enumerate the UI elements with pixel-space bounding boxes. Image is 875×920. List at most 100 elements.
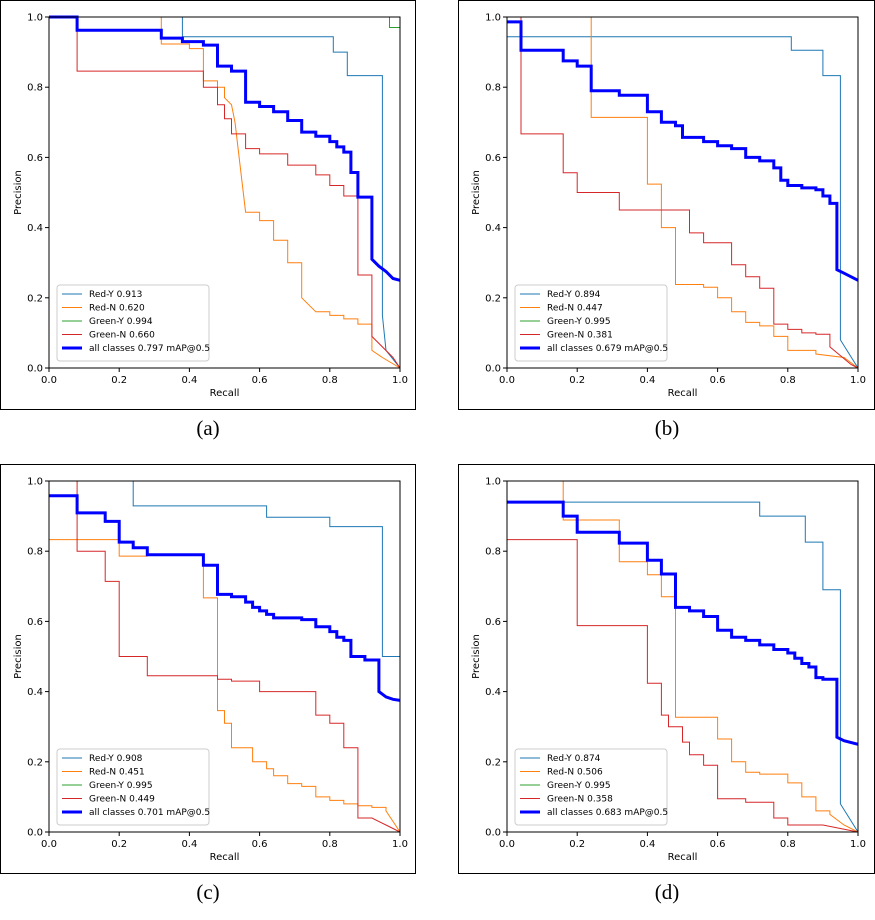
pr-curve-chart: 0.0 0.2 0.4 0.6 0.8 1.0 0.0 0.2 0.4 0.6 0.8 1.0 Reca…: [13, 13, 408, 400]
y-tick-label: 0.2: [27, 757, 43, 768]
y-tick-label: 0.8: [485, 83, 501, 94]
x-tick-label: 0.0: [41, 375, 57, 386]
series-line-1: [507, 480, 859, 833]
x-tick-label: 0.6: [710, 839, 726, 850]
legend-entry: Red-Y 0.908: [89, 754, 143, 764]
series-line-3: [49, 480, 401, 833]
legend-entry: Red-Y 0.874: [547, 754, 601, 764]
x-tick-label: 0.8: [322, 375, 338, 386]
y-axis-label: Precision: [471, 634, 482, 679]
legend-entry: Red-N 0.506: [547, 768, 603, 778]
y-tick-label: 0.2: [485, 757, 501, 768]
x-axis-label: Recall: [210, 388, 240, 399]
y-axis-label: Precision: [13, 634, 24, 679]
y-tick-label: 0.2: [27, 293, 43, 304]
y-tick-label: 0.4: [485, 687, 501, 698]
y-tick-label: 1.0: [27, 477, 43, 488]
legend-entry: Red-N 0.447: [547, 304, 603, 314]
y-axis-label: Precision: [13, 170, 24, 215]
series-line-0: [507, 501, 859, 833]
legend-box: [56, 748, 210, 826]
axes-frame: [506, 480, 859, 833]
x-tick-label: 1.0: [850, 375, 866, 386]
legend-box: [56, 284, 210, 362]
y-tick-label: 0.4: [27, 687, 43, 698]
x-tick-label: 1.0: [392, 839, 408, 850]
x-tick-label: 0.2: [569, 375, 585, 386]
chart-panel-c: 0.0 0.2 0.4 0.6 0.8 1.0 0.0 0.2 0.4 0.6 0.8 1.0 Reca…: [0, 464, 416, 874]
series-line-3: [507, 16, 859, 369]
y-tick-label: 0.6: [485, 153, 501, 164]
y-tick-label: 0.0: [27, 828, 43, 839]
pr-curve-chart: 0.0 0.2 0.4 0.6 0.8 1.0 0.0 0.2 0.4 0.6 0.8 1.0 Reca…: [471, 477, 866, 864]
legend-entry: Green-Y 0.995: [89, 781, 153, 791]
legend-box: [514, 284, 668, 362]
series-line-4: [49, 15, 401, 282]
series-line-3: [507, 539, 859, 833]
x-tick-label: 0.8: [780, 839, 796, 850]
panel-label-b: (b): [654, 416, 680, 440]
x-axis-label: Recall: [668, 852, 698, 863]
legend-entry: Green-N 0.449: [89, 795, 155, 805]
legend-box: [514, 748, 668, 826]
series-line-1: [49, 16, 401, 369]
legend-entry: Green-N 0.660: [89, 331, 155, 341]
legend-entry: Green-N 0.358: [547, 795, 613, 805]
legend-entry: all classes 0.797 mAP@0.5: [89, 344, 210, 354]
y-tick-label: 0.6: [27, 153, 43, 164]
series-line-4: [507, 20, 859, 282]
x-tick-label: 0.4: [181, 375, 197, 386]
x-tick-label: 0.8: [322, 839, 338, 850]
series-line-3: [49, 16, 401, 369]
axes-frame: [506, 16, 859, 369]
legend-entry: Green-N 0.381: [547, 331, 613, 341]
legend-entry: Red-Y 0.913: [89, 290, 142, 300]
panel-label-a: (a): [196, 416, 220, 440]
y-tick-label: 0.4: [485, 223, 501, 234]
y-tick-label: 0.6: [27, 617, 43, 628]
pr-curve-chart: 0.0 0.2 0.4 0.6 0.8 1.0 0.0 0.2 0.4 0.6 0.8 1.0 Reca…: [471, 13, 866, 400]
x-tick-label: 0.0: [499, 839, 515, 850]
chart-panel-a: 0.0 0.2 0.4 0.6 0.8 1.0 0.0 0.2 0.4 0.6 0.8 1.0 Reca…: [0, 0, 416, 410]
y-axis-label: Precision: [471, 170, 482, 215]
legend-entry: Red-Y 0.894: [547, 290, 601, 300]
x-tick-label: 1.0: [850, 839, 866, 850]
y-tick-label: 0.8: [27, 547, 43, 558]
legend-entry: Green-Y 0.995: [547, 317, 611, 327]
y-tick-label: 1.0: [27, 13, 43, 24]
axes-frame: [48, 16, 401, 369]
legend-entry: Red-N 0.451: [89, 768, 145, 778]
y-tick-label: 0.0: [27, 364, 43, 375]
y-tick-label: 0.6: [485, 617, 501, 628]
y-tick-label: 0.0: [485, 828, 501, 839]
x-tick-label: 0.2: [111, 375, 127, 386]
series-line-4: [507, 500, 859, 746]
chart-panel-d: 0.0 0.2 0.4 0.6 0.8 1.0 0.0 0.2 0.4 0.6 0.8 1.0 Reca…: [458, 464, 875, 874]
axes-frame: [48, 480, 401, 833]
chart-panel-b: 0.0 0.2 0.4 0.6 0.8 1.0 0.0 0.2 0.4 0.6 0.8 1.0 Reca…: [458, 0, 875, 410]
series-line-0: [507, 36, 859, 369]
y-tick-label: 1.0: [485, 477, 501, 488]
y-tick-label: 0.8: [27, 83, 43, 94]
x-tick-label: 0.2: [111, 839, 127, 850]
x-tick-label: 1.0: [392, 375, 408, 386]
x-tick-label: 0.6: [710, 375, 726, 386]
y-tick-label: 0.4: [27, 223, 43, 234]
y-tick-label: 0.0: [485, 364, 501, 375]
legend-entry: Red-N 0.620: [89, 304, 145, 314]
series-line-0: [49, 480, 401, 832]
x-axis-label: Recall: [668, 388, 698, 399]
legend-entry: Green-Y 0.994: [89, 317, 153, 327]
panel-label-d: (d): [654, 880, 680, 904]
x-tick-label: 0.6: [252, 839, 268, 850]
x-tick-label: 0.6: [252, 375, 268, 386]
x-tick-label: 0.2: [569, 839, 585, 850]
series-line-1: [507, 16, 859, 369]
x-tick-label: 0.0: [499, 375, 515, 386]
y-tick-label: 0.2: [485, 293, 501, 304]
x-tick-label: 0.4: [639, 375, 655, 386]
x-tick-label: 0.4: [181, 839, 197, 850]
x-tick-label: 0.4: [639, 839, 655, 850]
series-line-4: [49, 494, 401, 702]
legend-entry: all classes 0.679 mAP@0.5: [547, 344, 668, 354]
